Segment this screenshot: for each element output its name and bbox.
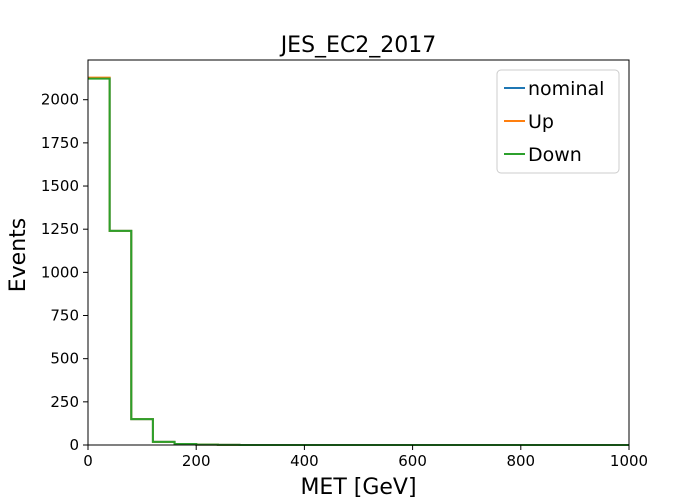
x-tick-label: 600 xyxy=(398,452,427,470)
x-axis-label: MET [GeV] xyxy=(300,475,416,500)
plot-frame xyxy=(87,59,630,446)
y-tick-label: 500 xyxy=(50,350,79,368)
y-tick-label: 1000 xyxy=(41,263,79,281)
x-tick-label: 0 xyxy=(83,452,93,470)
chart-title: JES_EC2_2017 xyxy=(279,33,437,58)
y-tick-label: 750 xyxy=(50,307,79,325)
legend-label-down: Down xyxy=(528,144,582,166)
legend-box xyxy=(496,69,620,174)
x-tick-label: 200 xyxy=(182,452,211,470)
x-tick-label: 800 xyxy=(506,452,535,470)
y-axis-label: Events xyxy=(6,218,31,293)
y-axis-ticks: 0 250 500 750 1000 1250 1500 1750 2000 xyxy=(41,91,88,454)
y-tick-label: 250 xyxy=(50,393,79,411)
x-axis-ticks: 0 200 400 600 800 1000 xyxy=(83,445,648,470)
y-tick-label: 1500 xyxy=(41,177,79,195)
legend-label-nominal: nominal xyxy=(528,78,604,100)
x-tick-label: 400 xyxy=(290,452,319,470)
legend-items: nominal Up Down xyxy=(504,78,604,166)
x-tick-label: 1000 xyxy=(610,452,648,470)
y-tick-label: 2000 xyxy=(41,91,79,109)
y-tick-label: 0 xyxy=(69,436,79,454)
y-tick-label: 1750 xyxy=(41,134,79,152)
legend: nominal Up Down xyxy=(496,69,620,174)
legend-label-up: Up xyxy=(528,111,554,133)
y-tick-label: 1250 xyxy=(41,220,79,238)
